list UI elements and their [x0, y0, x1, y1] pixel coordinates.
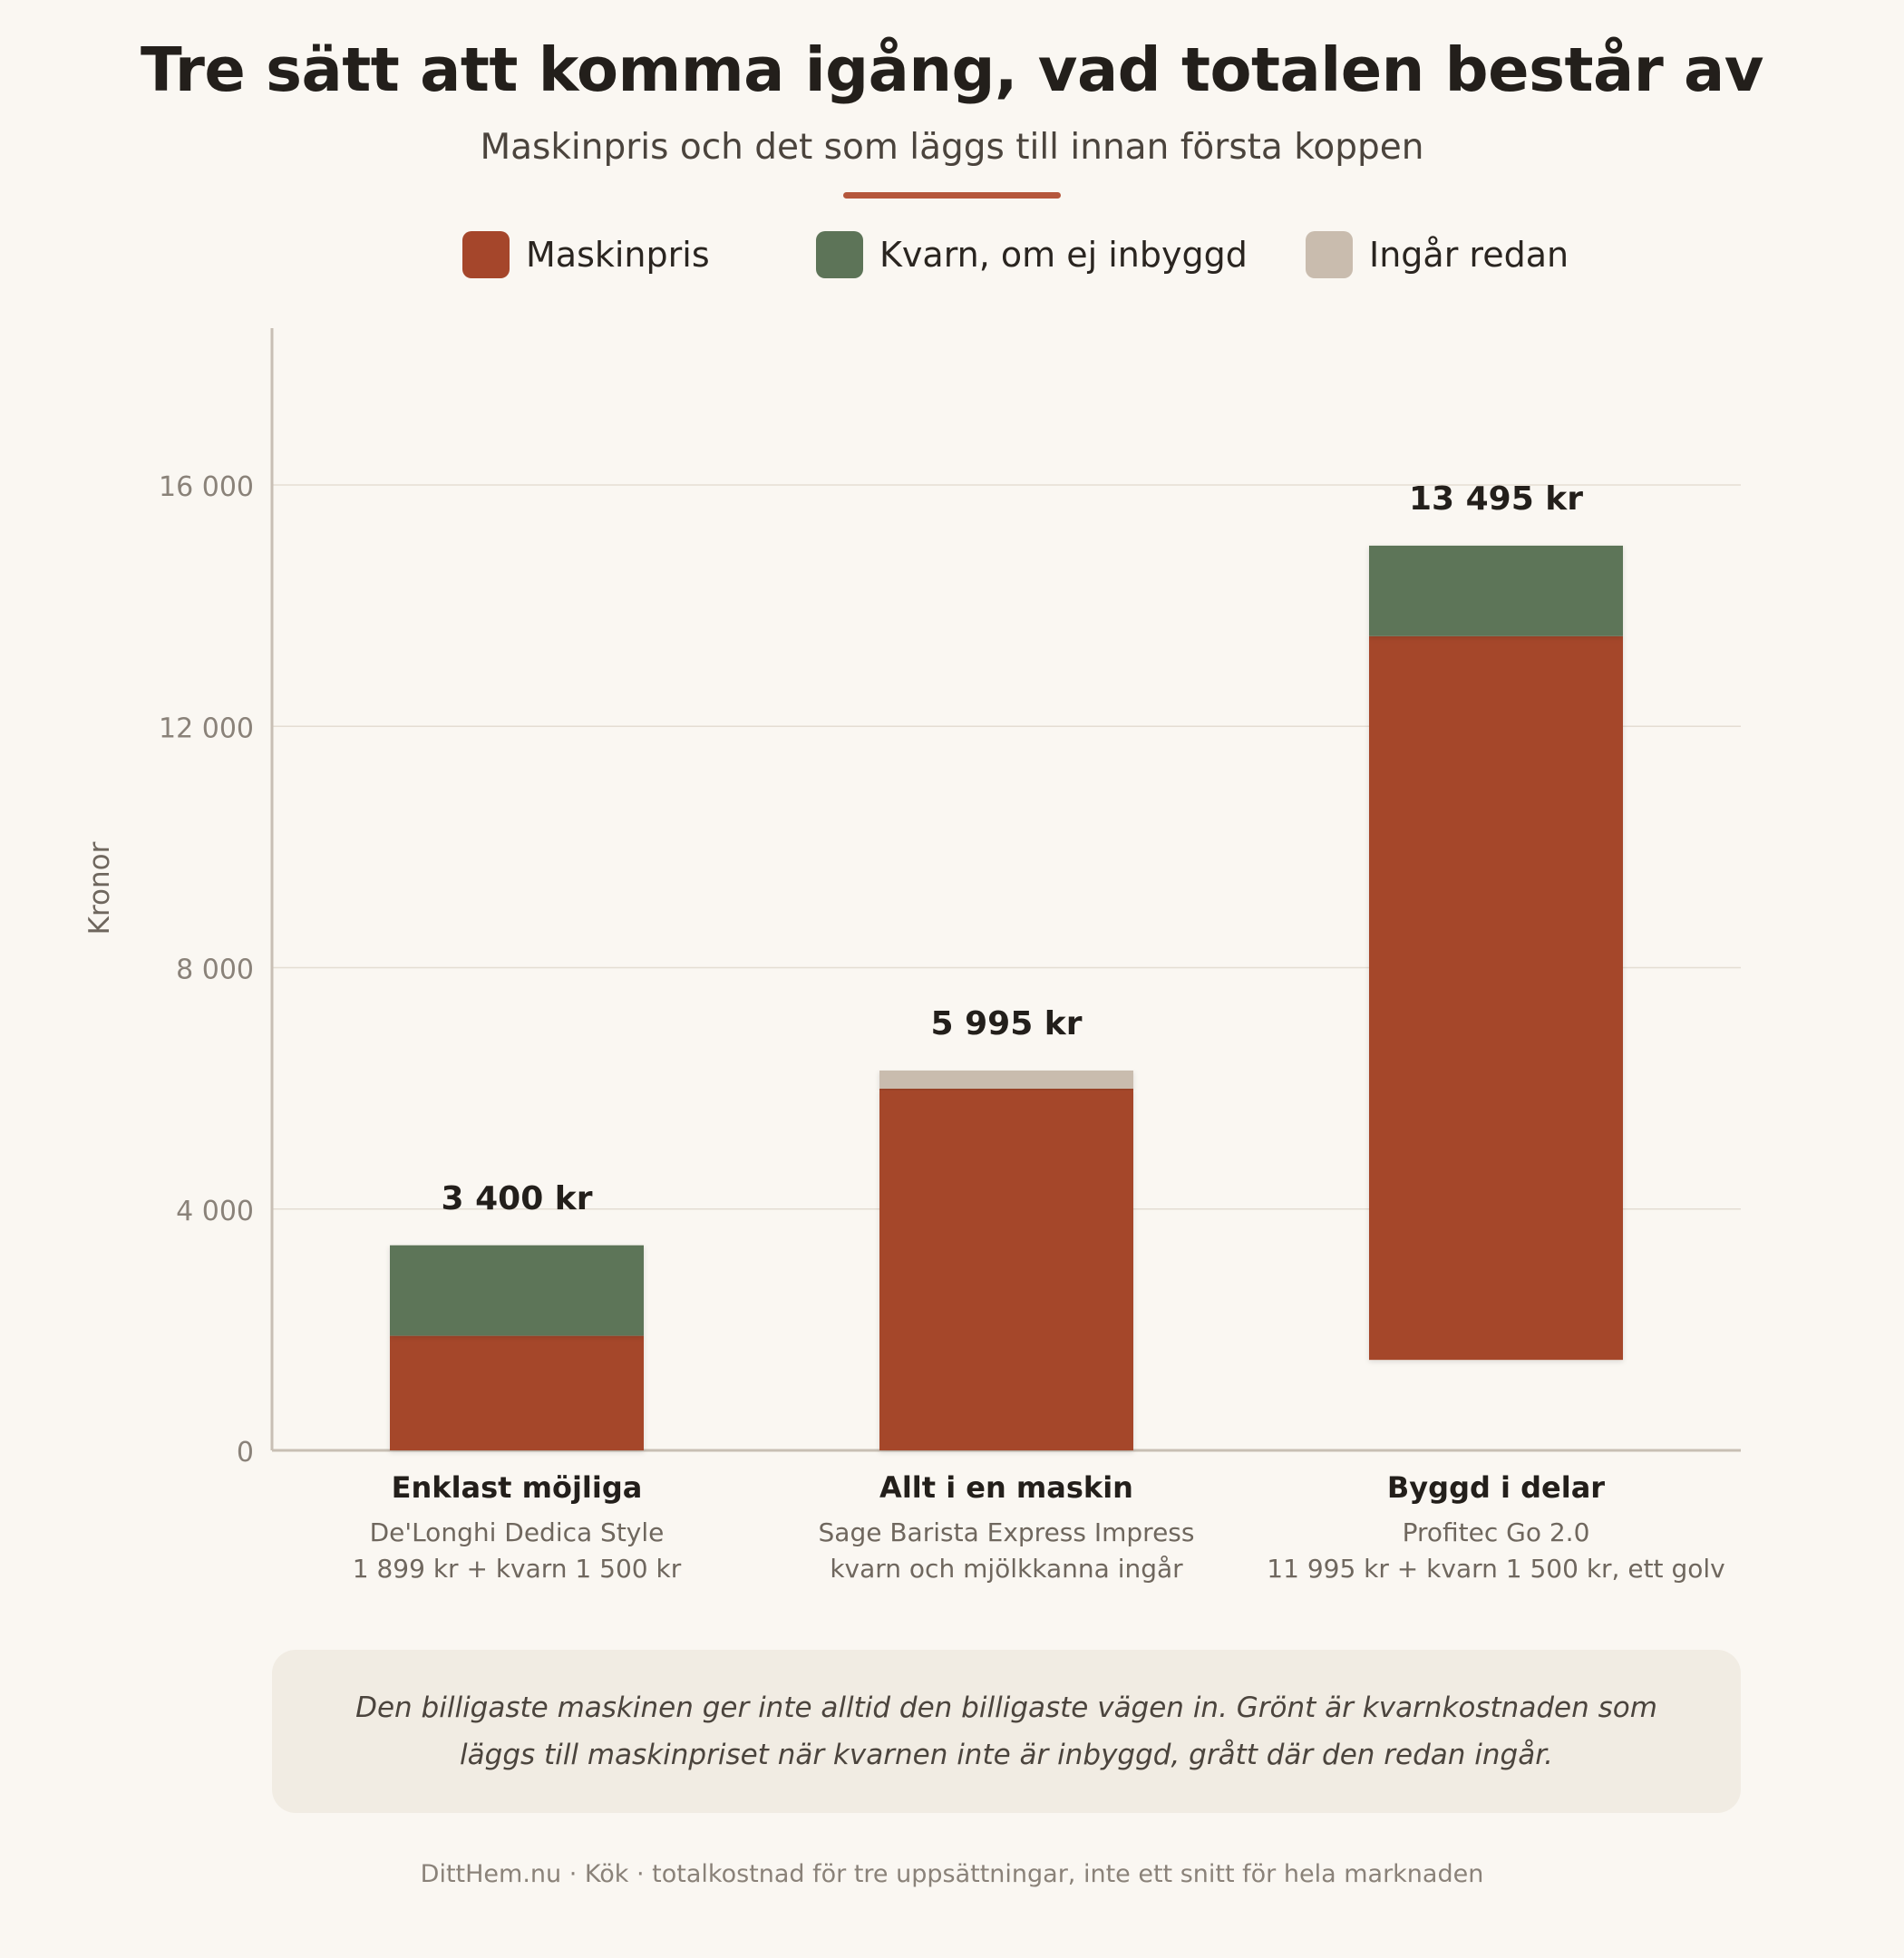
x-category-detail: De'Longhi Dedica Style	[370, 1517, 665, 1547]
y-axis-title: Kronor	[83, 841, 116, 935]
x-category-detail: kvarn och mjölkkanna ingår	[830, 1554, 1183, 1584]
bar-segment-ingar-redan-allt-i-en-maskin	[879, 1071, 1133, 1089]
y-tick-label: 8 000	[176, 955, 254, 986]
explanation-note-text: Den billigaste maskinen ger inte alltid …	[355, 1691, 1657, 1771]
legend-swatch-maskinpris	[462, 231, 510, 278]
y-tick-label: 12 000	[159, 712, 254, 744]
bar-segment-maskinpris-enklast-mojliga	[390, 1335, 644, 1450]
chart-subtitle: Maskinpris och det som läggs till innan …	[480, 127, 1424, 168]
x-category-detail: Profitec Go 2.0	[1403, 1517, 1590, 1547]
stacked-bar-chart: 0 4 000 8 000 12 000 16 000 Kronor 3 400 kr Enk…	[83, 328, 1741, 1584]
y-tick-label: 0	[237, 1437, 254, 1468]
bar-total-label: 13 495 kr	[1409, 480, 1583, 518]
bar-segment-maskinpris-byggd-i-delar	[1369, 635, 1623, 1361]
legend-label-ingar-redan: Ingår redan	[1369, 235, 1569, 275]
x-category-label: Enklast möjliga	[392, 1470, 643, 1505]
bar-segment-kvarn-om-ej-inbyggd-byggd-i-delar	[1369, 545, 1623, 636]
explanation-note: Den billigaste maskinen ger inte alltid …	[272, 1650, 1741, 1813]
bar-segment-maskinpris-allt-i-en-maskin	[879, 1088, 1133, 1450]
bar-total-label: 5 995 kr	[931, 1005, 1083, 1042]
x-category-detail: Sage Barista Express Impress	[819, 1517, 1195, 1547]
legend-label-maskinpris: Maskinpris	[526, 235, 710, 275]
chart-title: Tre sätt att komma igång, vad totalen be…	[141, 34, 1763, 105]
y-tick-label: 4 000	[176, 1196, 254, 1227]
x-category-detail: 11 995 kr + kvarn 1 500 kr, ett golv	[1267, 1554, 1724, 1584]
legend-swatch-ingar-redan	[1306, 231, 1353, 278]
source-footer: DittHem.nu · Kök · totalkostnad för tre …	[420, 1860, 1484, 1888]
legend-item-ingar-redan: Ingår redan	[1306, 230, 1569, 279]
x-category-label: Byggd i delar	[1387, 1470, 1605, 1505]
y-tick-label: 16 000	[159, 471, 254, 503]
legend-item-kvarn: Kvarn, om ej inbyggd	[816, 230, 1248, 279]
title-accent-line	[843, 192, 1061, 199]
bar-segment-kvarn-om-ej-inbyggd-enklast-mojliga	[390, 1245, 644, 1336]
legend-label-kvarn: Kvarn, om ej inbyggd	[879, 235, 1248, 275]
bar-total-label: 3 400 kr	[442, 1180, 593, 1217]
x-category-detail: 1 899 kr + kvarn 1 500 kr	[353, 1554, 682, 1584]
legend-swatch-kvarn	[816, 231, 863, 278]
legend-item-maskinpris: Maskinpris	[462, 230, 710, 279]
x-category-label: Allt i en maskin	[879, 1470, 1133, 1505]
